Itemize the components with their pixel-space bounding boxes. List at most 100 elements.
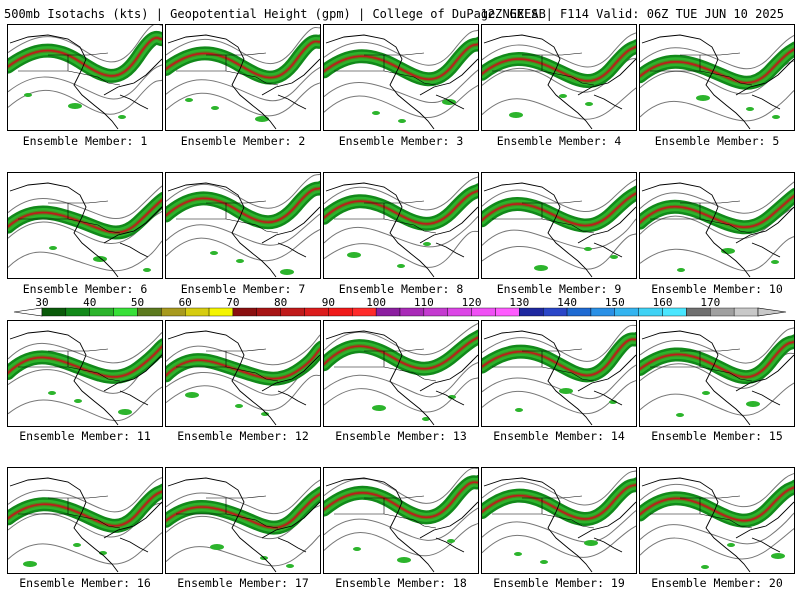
isotach-band — [482, 338, 636, 377]
height-contour — [166, 479, 320, 515]
ensemble-member-label: Ensemble Member: 7 — [180, 282, 306, 296]
colorbar-swatch — [519, 307, 544, 317]
isotach-patch — [702, 391, 710, 395]
colorbar-swatch — [137, 307, 162, 317]
height-contour — [324, 468, 478, 504]
political-border — [18, 200, 121, 234]
coastline — [9, 477, 162, 573]
colorbar-swatch — [447, 307, 472, 317]
coastline — [167, 182, 320, 278]
colorbar-swatch — [65, 307, 90, 317]
isotach-patch — [93, 256, 107, 262]
isotach-patch — [514, 552, 522, 556]
political-border — [650, 348, 753, 382]
isotach-band — [166, 187, 320, 223]
political-border — [176, 348, 279, 382]
colorbar-swatch — [89, 307, 114, 317]
ensemble-member-label: Ensemble Member: 6 — [22, 282, 148, 296]
isotach-patch — [448, 395, 456, 399]
height-contour — [8, 476, 162, 513]
ensemble-member-map — [7, 467, 163, 574]
isotach-band — [324, 481, 478, 519]
isotach-patch — [509, 112, 523, 118]
isotach-patch — [68, 103, 82, 109]
height-contour — [482, 324, 636, 362]
colorbar-tick-label: 170 — [700, 296, 721, 309]
coastline — [325, 330, 478, 426]
ensemble-member-map — [323, 467, 479, 574]
isotach-patch — [677, 268, 685, 272]
ensemble-member-label: Ensemble Member: 17 — [177, 576, 309, 590]
colorbar-tick-label: 150 — [604, 296, 625, 309]
isotach-band — [482, 192, 636, 227]
ensemble-member-label: Ensemble Member: 14 — [493, 429, 625, 443]
isotach-patch — [746, 401, 760, 407]
height-contour — [482, 218, 636, 250]
ensemble-member-map — [165, 24, 321, 131]
isotach-patch — [49, 246, 57, 250]
ensemble-member-map — [165, 467, 321, 574]
coastline — [167, 34, 320, 130]
ensemble-member-label: Ensemble Member: 20 — [651, 576, 783, 590]
height-contour — [482, 379, 636, 415]
political-border — [492, 348, 595, 382]
colorbar-right-arrow — [757, 307, 787, 317]
isotach-patch — [398, 119, 406, 123]
colorbar-tick-label: 80 — [274, 296, 288, 309]
isotach-patch — [347, 252, 361, 258]
isotach-map — [640, 181, 794, 278]
height-contour — [640, 60, 794, 95]
height-contour — [640, 34, 794, 70]
isotach-patch — [118, 409, 132, 415]
height-contour — [166, 534, 320, 567]
ensemble-member-map — [165, 172, 321, 279]
isotach-band — [640, 195, 794, 229]
ensemble-member-label: Ensemble Member: 18 — [335, 576, 467, 590]
isotach-patch — [48, 391, 56, 395]
isotach-patch — [584, 540, 598, 546]
isotach-band — [324, 336, 478, 370]
coastline — [641, 330, 794, 426]
height-contour — [324, 84, 478, 119]
isotach-patch — [397, 264, 405, 268]
ensemble-member-map — [639, 467, 795, 574]
isotach-map — [640, 34, 794, 130]
isotach-patch — [746, 107, 754, 111]
political-border — [334, 52, 437, 86]
colorbar-swatch — [662, 307, 687, 317]
height-contour — [640, 472, 794, 508]
isotach-patch — [372, 405, 386, 411]
isotach-patch — [534, 265, 548, 271]
isotach-patch — [353, 547, 361, 551]
height-contour — [166, 213, 320, 246]
isotach-patch — [701, 565, 709, 569]
height-contour — [482, 32, 636, 68]
ensemble-member-label: Ensemble Member: 12 — [177, 429, 309, 443]
isotach-band — [324, 43, 478, 81]
isotach-band — [640, 341, 794, 378]
political-border — [650, 52, 753, 86]
height-contour — [8, 79, 162, 115]
isotach-patch — [771, 260, 779, 264]
isotach-map — [8, 476, 162, 573]
colorbar-swatch — [328, 307, 353, 317]
height-contour — [324, 215, 478, 248]
ensemble-member-map — [639, 24, 795, 131]
isotach-patch — [676, 413, 684, 417]
colorbar-swatch — [184, 307, 210, 317]
isotach-patch — [236, 259, 244, 263]
height-contour — [482, 57, 636, 93]
isotach-patch — [23, 561, 37, 567]
height-contour — [324, 69, 478, 103]
height-contour — [166, 374, 320, 411]
colorbar-swatch — [352, 307, 377, 317]
isotach-patch — [210, 251, 218, 255]
coastline — [641, 34, 794, 130]
isotach-patch — [772, 115, 780, 119]
height-contour — [166, 173, 320, 209]
isotach-map — [324, 176, 478, 278]
height-contour — [482, 525, 636, 558]
isotach-patch — [211, 106, 219, 110]
isotach-patch — [423, 242, 431, 246]
isotach-map — [166, 173, 320, 278]
